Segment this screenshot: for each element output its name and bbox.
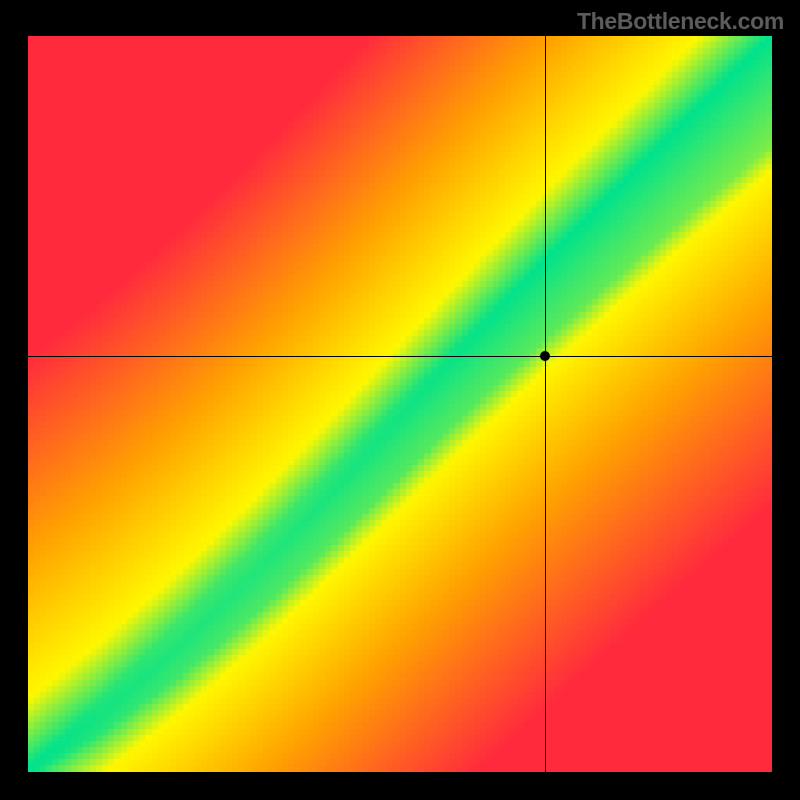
heatmap-canvas [28, 36, 772, 772]
crosshair-horizontal [28, 356, 772, 357]
watermark-text: TheBottleneck.com [577, 8, 784, 35]
crosshair-marker [540, 351, 550, 361]
plot-area [28, 36, 772, 772]
crosshair-vertical [545, 36, 546, 772]
